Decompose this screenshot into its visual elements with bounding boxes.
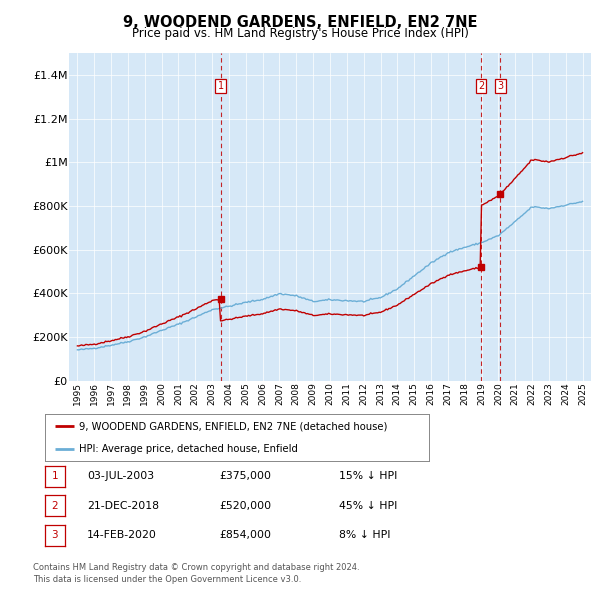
Text: £854,000: £854,000 xyxy=(219,530,271,540)
Text: 45% ↓ HPI: 45% ↓ HPI xyxy=(339,501,397,510)
Text: 2: 2 xyxy=(478,81,484,91)
Text: 03-JUL-2003: 03-JUL-2003 xyxy=(87,471,154,481)
Text: 14-FEB-2020: 14-FEB-2020 xyxy=(87,530,157,540)
Text: 21-DEC-2018: 21-DEC-2018 xyxy=(87,501,159,510)
Text: 9, WOODEND GARDENS, ENFIELD, EN2 7NE: 9, WOODEND GARDENS, ENFIELD, EN2 7NE xyxy=(123,15,477,30)
Text: HPI: Average price, detached house, Enfield: HPI: Average price, detached house, Enfi… xyxy=(79,444,298,454)
Text: 2: 2 xyxy=(52,501,58,510)
Text: 8% ↓ HPI: 8% ↓ HPI xyxy=(339,530,391,540)
Text: Contains HM Land Registry data © Crown copyright and database right 2024.
This d: Contains HM Land Registry data © Crown c… xyxy=(33,563,359,584)
Text: 1: 1 xyxy=(52,471,58,481)
Text: Price paid vs. HM Land Registry's House Price Index (HPI): Price paid vs. HM Land Registry's House … xyxy=(131,27,469,40)
Text: 15% ↓ HPI: 15% ↓ HPI xyxy=(339,471,397,481)
Text: 3: 3 xyxy=(52,530,58,540)
Text: £375,000: £375,000 xyxy=(219,471,271,481)
Text: 1: 1 xyxy=(217,81,224,91)
Text: £520,000: £520,000 xyxy=(219,501,271,510)
Text: 3: 3 xyxy=(497,81,503,91)
Text: 9, WOODEND GARDENS, ENFIELD, EN2 7NE (detached house): 9, WOODEND GARDENS, ENFIELD, EN2 7NE (de… xyxy=(79,421,387,431)
